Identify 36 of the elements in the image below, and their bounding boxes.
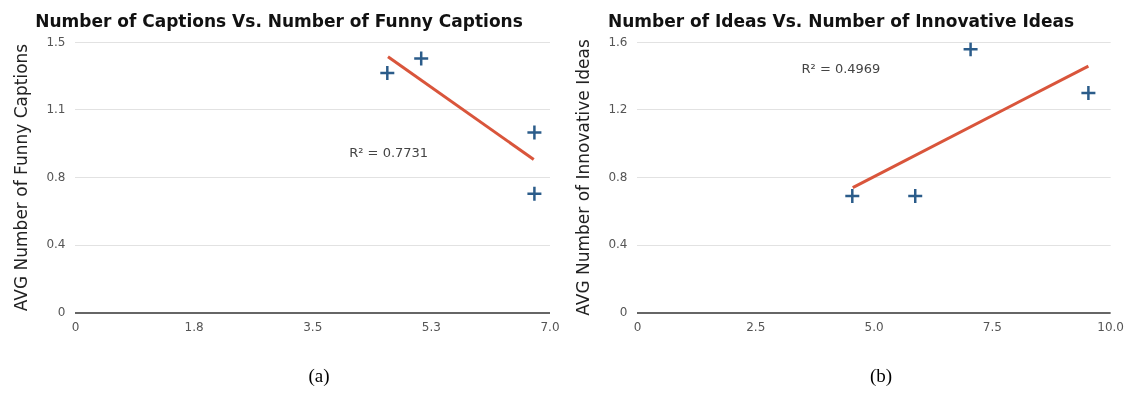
y-tick-label: 0 — [57, 304, 66, 319]
chart-title: Number of Ideas Vs. Number of Innovative Ideas — [607, 10, 1075, 31]
point — [412, 50, 430, 67]
y-tick-label: 0 — [619, 304, 628, 319]
point — [962, 42, 979, 58]
text: (b) — [868, 365, 894, 387]
x-tick-label: 5.3 — [421, 319, 441, 334]
point — [844, 187, 861, 205]
y-tick-label: 0.8 — [608, 169, 628, 184]
x-tick-label: 3.5 — [303, 319, 323, 334]
annotation: R² = 0.7731 — [349, 144, 429, 160]
y-tick-label: 1.1 — [46, 102, 66, 117]
chart-title: Number of Captions Vs. Number of Funny Captions — [35, 10, 523, 31]
point — [379, 64, 396, 82]
y-tick-label: 1.2 — [608, 102, 628, 117]
y-tick-label: 1.5 — [46, 34, 66, 49]
y-axis-title: AVG Number of Funny Captions — [10, 43, 31, 312]
y-tick-label: 1.6 — [608, 34, 628, 49]
y-axis-title: AVG Number of Innovative Ideas — [572, 39, 593, 316]
y-tick-label: 0.4 — [608, 237, 628, 252]
point — [526, 185, 543, 202]
x-tick-label: 7.5 — [982, 319, 1002, 334]
x-tick-label: 0 — [71, 319, 80, 334]
annotation: R² = 0.4969 — [801, 60, 881, 76]
x-tick-label: 0 — [633, 319, 642, 334]
text: (a) — [307, 365, 331, 387]
point — [906, 187, 924, 205]
x-tick-label: 7.0 — [540, 319, 560, 334]
x-tick-label: 5.0 — [864, 319, 884, 334]
x-tick-label: 10.0 — [1097, 319, 1124, 334]
x-tick-label: 2.5 — [746, 319, 766, 334]
y-tick-label: 0.4 — [46, 237, 66, 252]
y-tick-label: 0.8 — [46, 169, 66, 184]
x-tick-label: 1.8 — [184, 319, 204, 334]
point — [1080, 84, 1097, 102]
point — [526, 124, 543, 141]
